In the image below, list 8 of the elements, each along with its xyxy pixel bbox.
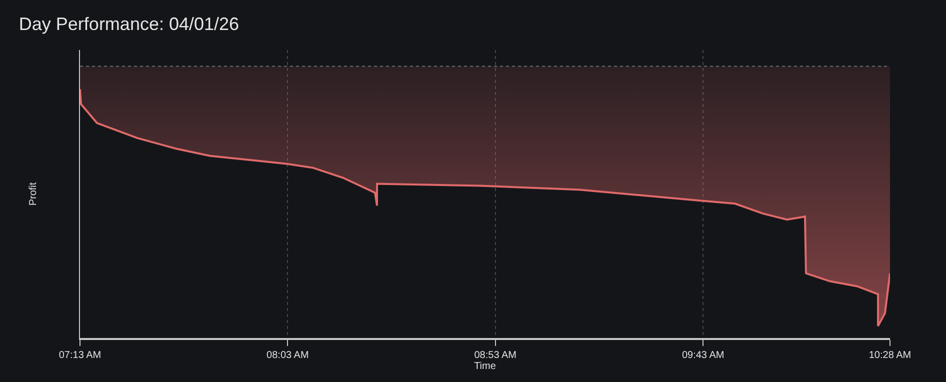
- x-tick-label: 08:53 AM: [474, 350, 517, 361]
- chart-title: Day Performance: 04/01/26: [18, 14, 240, 34]
- x-axis-title: Time: [474, 361, 496, 372]
- x-tick-label: 10:28 AM: [868, 350, 912, 361]
- y-axis-title: Profit: [28, 182, 39, 206]
- x-tick-label: 08:03 AM: [266, 350, 309, 361]
- x-tick-label: 09:43 AM: [682, 350, 724, 361]
- x-tick-label: 07:13 AM: [58, 350, 102, 361]
